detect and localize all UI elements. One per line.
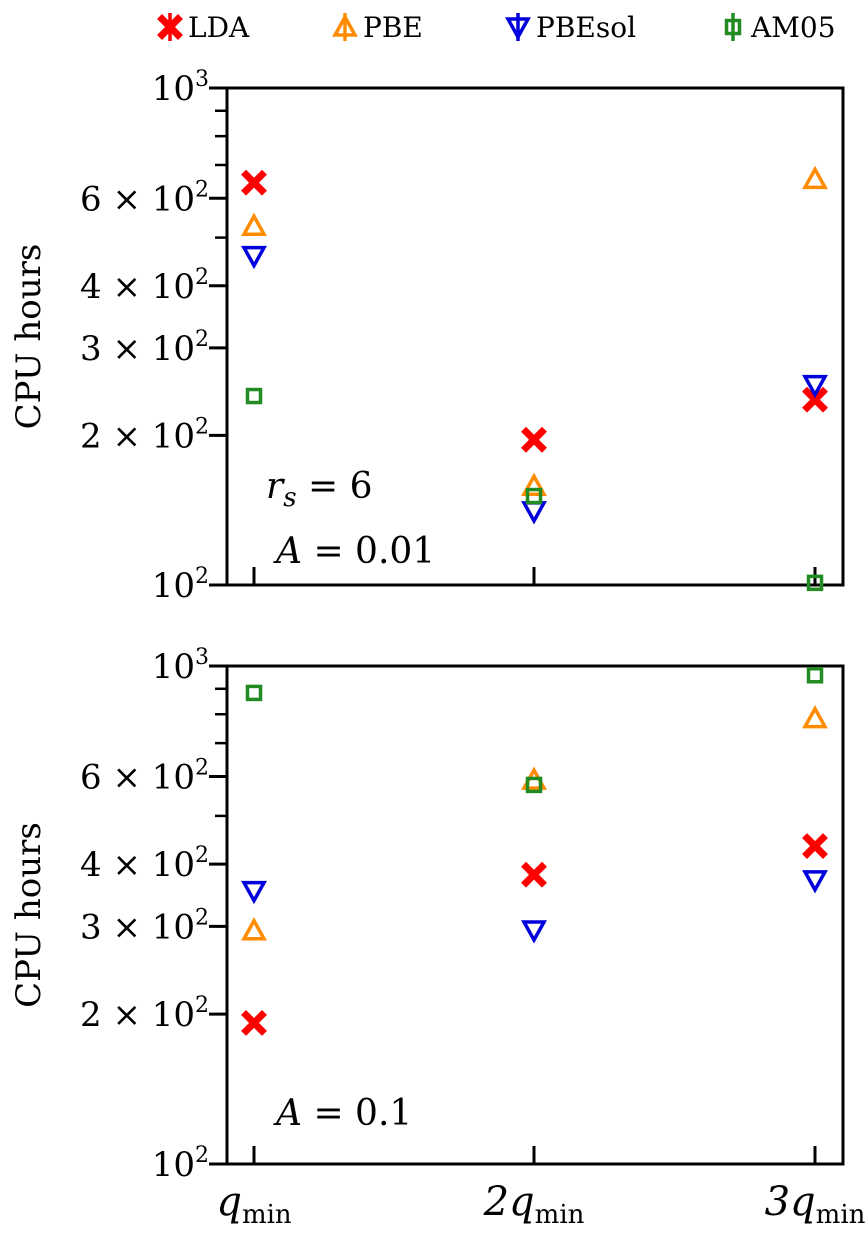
data-point-lda [241, 169, 267, 196]
data-point-pbesol [521, 920, 547, 944]
legend-entry-pbe: PBE [332, 11, 423, 44]
legend-marker-lda [157, 14, 183, 40]
bottom-panel: 102 2 × 102 3 × 102 4 × 102 6 × 102 103 CPU ho… [9, 645, 845, 1185]
panel-annotation: A = 0.1 [273, 1093, 412, 1134]
legend: LDA PBE PBEsol AM05 [157, 11, 836, 44]
plot-frame [225, 86, 845, 587]
y-tick-label: 2 × 102 [80, 993, 209, 1035]
x-tick-label: 3qmin [765, 1179, 866, 1230]
y-tick-label: 6 × 102 [80, 755, 209, 797]
data-point-lda [802, 386, 828, 413]
data-point-lda [521, 426, 547, 453]
plot-frame [225, 664, 845, 1166]
data-point-pbe [241, 917, 267, 941]
legend-label: LDA [188, 11, 250, 44]
y-tick-label: 6 × 102 [80, 177, 209, 219]
legend-label: PBEsol [536, 11, 636, 44]
data-point-am05 [806, 667, 824, 684]
y-tick-label: 4 × 102 [80, 843, 209, 885]
y-axis-label: CPU hours [9, 822, 49, 1008]
y-tick-label: 4 × 102 [80, 265, 209, 307]
x-tick-label: 2qmin [483, 1179, 585, 1230]
data-point-lda [241, 1009, 267, 1036]
panel-annotation: A = 0.01 [273, 531, 435, 572]
panel-annotation: rs = 6 [266, 466, 373, 513]
legend-marker-pbe [332, 13, 358, 37]
data-point-am05 [525, 776, 543, 794]
data-point-lda [802, 833, 828, 859]
y-tick-label: 3 × 102 [80, 905, 209, 947]
data-point-pbesol [521, 501, 547, 525]
y-tick-label: 2 × 102 [80, 414, 209, 456]
data-point-pbesol [241, 245, 267, 270]
legend-entry-pbesol: PBEsol [505, 11, 636, 44]
data-point-pbe [802, 705, 828, 729]
x-tick-label: qmin [216, 1179, 292, 1230]
legend-entry-am05: AM05 [724, 11, 836, 44]
legend-entry-lda: LDA [157, 11, 250, 44]
legend-label: AM05 [750, 11, 836, 44]
y-tick-label: 103 [152, 645, 209, 687]
shared-x-axis: qmin 2qmin 3qmin [216, 1179, 865, 1230]
data-point-pbesol [802, 374, 828, 399]
data-point-pbe [802, 165, 828, 190]
top-panel: 102 2 × 102 3 × 102 4 × 102 6 × 102 103 CPU ho… [9, 67, 845, 606]
y-axis-label: CPU hours [9, 244, 49, 430]
y-tick-label: 102 [152, 564, 209, 606]
data-point-am05 [525, 487, 543, 505]
data-point-am05 [806, 574, 824, 592]
data-point-am05 [245, 387, 263, 405]
legend-label: PBE [363, 11, 423, 44]
data-point-pbesol [241, 880, 267, 905]
legend-marker-am05 [724, 18, 742, 36]
y-tick-label: 102 [152, 1143, 209, 1185]
data-point-pbesol [802, 870, 828, 894]
y-tick-label: 3 × 102 [80, 327, 209, 369]
data-point-am05 [245, 684, 263, 702]
legend-marker-pbesol [505, 17, 531, 41]
data-point-lda [521, 861, 547, 888]
data-point-pbe [241, 212, 267, 237]
data-point-pbe [521, 472, 547, 497]
y-tick-label: 103 [152, 67, 209, 109]
